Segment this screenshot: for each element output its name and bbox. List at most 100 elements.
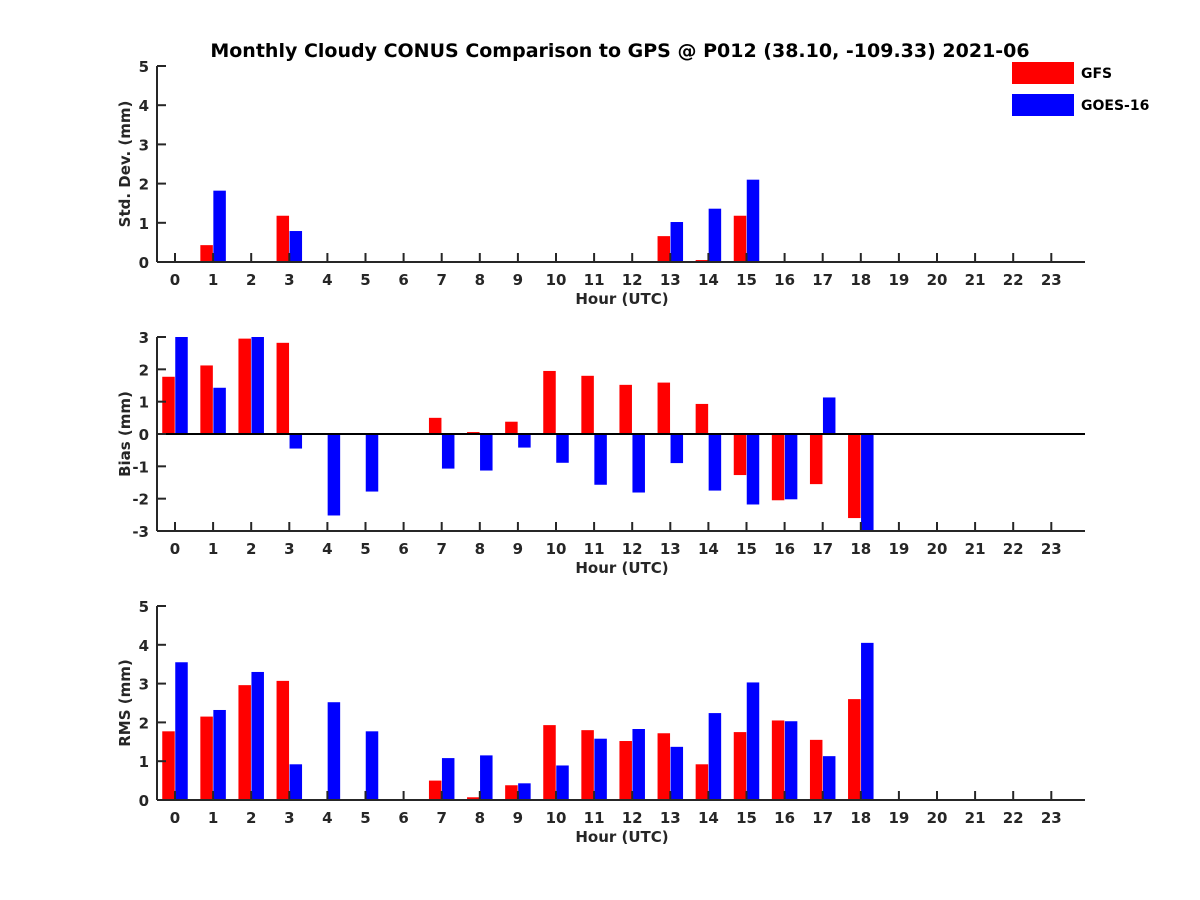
x-tick-label: 16 xyxy=(774,809,795,827)
x-tick-label: 22 xyxy=(1003,809,1024,827)
x-tick-label: 5 xyxy=(360,540,370,558)
bar-gfs-hour-2 xyxy=(238,685,251,800)
y-tick-label: 0 xyxy=(139,792,149,810)
bar-gfs-hour-11 xyxy=(581,730,594,800)
y-tick-label: -2 xyxy=(132,491,149,509)
x-tick-label: 14 xyxy=(698,809,719,827)
y-tick-label: 0 xyxy=(139,426,149,444)
x-tick-label: 15 xyxy=(736,540,757,558)
x-tick-label: 0 xyxy=(170,809,180,827)
bar-goes-16-hour-5 xyxy=(365,731,379,800)
bar-gfs-hour-0 xyxy=(162,376,175,434)
bar-gfs-hour-13 xyxy=(657,382,671,434)
x-tick-label: 2 xyxy=(246,271,256,289)
x-tick-label: 17 xyxy=(812,540,833,558)
x-tick-label: 14 xyxy=(698,271,719,289)
x-tick-label: 12 xyxy=(622,809,643,827)
bar-goes-16-hour-5 xyxy=(365,434,379,492)
bar-goes-16-hour-2 xyxy=(251,337,264,434)
x-tick-label: 21 xyxy=(965,809,986,827)
x-tick-label: 9 xyxy=(513,271,523,289)
y-tick-label: -3 xyxy=(132,523,149,541)
bar-gfs-hour-10 xyxy=(543,370,556,434)
x-tick-label: 4 xyxy=(322,271,332,289)
x-tick-label: 17 xyxy=(812,809,833,827)
x-tick-label: 3 xyxy=(284,540,294,558)
bar-goes-16-hour-17 xyxy=(822,756,836,800)
bar-gfs-hour-0 xyxy=(162,731,175,800)
x-tick-label: 23 xyxy=(1041,540,1062,558)
x-tick-label: 16 xyxy=(774,540,795,558)
x-tick-label: 1 xyxy=(208,540,218,558)
bar-gfs-hour-14 xyxy=(695,764,709,800)
bar-gfs-hour-1 xyxy=(200,365,213,434)
x-tick-label: 9 xyxy=(513,540,523,558)
bar-goes-16-hour-15 xyxy=(746,179,760,262)
x-tick-label: 5 xyxy=(360,809,370,827)
bar-goes-16-hour-18 xyxy=(861,434,874,531)
x-axis-label: Hour (UTC) xyxy=(575,290,668,308)
y-axis-label: Std. Dev. (mm) xyxy=(116,101,134,228)
bar-gfs-hour-12 xyxy=(619,384,632,434)
bar-goes-16-hour-10 xyxy=(556,765,569,800)
bar-gfs-hour-15 xyxy=(733,215,747,262)
x-tick-label: 1 xyxy=(208,809,218,827)
bar-gfs-hour-7 xyxy=(428,780,442,800)
x-tick-label: 8 xyxy=(475,271,485,289)
x-tick-label: 11 xyxy=(584,540,605,558)
x-tick-label: 7 xyxy=(436,271,446,289)
x-tick-label: 18 xyxy=(850,809,871,827)
bar-gfs-hour-14 xyxy=(695,403,709,434)
bar-goes-16-hour-4 xyxy=(327,434,341,516)
x-tick-label: 6 xyxy=(398,809,408,827)
x-tick-label: 21 xyxy=(965,540,986,558)
bar-gfs-hour-3 xyxy=(276,680,290,800)
y-tick-label: 4 xyxy=(139,637,149,655)
bar-gfs-hour-7 xyxy=(428,417,442,434)
bar-goes-16-hour-12 xyxy=(632,434,645,493)
bar-gfs-hour-9 xyxy=(505,421,518,434)
bar-gfs-hour-16 xyxy=(771,720,785,800)
bar-gfs-hour-2 xyxy=(238,338,251,434)
legend-label: GFS xyxy=(1081,66,1112,82)
bar-gfs-hour-1 xyxy=(200,716,213,800)
bar-goes-16-hour-8 xyxy=(480,755,493,800)
bar-goes-16-hour-7 xyxy=(441,758,455,800)
bar-goes-16-hour-14 xyxy=(708,434,722,491)
bar-gfs-hour-17 xyxy=(809,434,823,485)
x-axis-label: Hour (UTC) xyxy=(575,828,668,846)
bar-gfs-hour-13 xyxy=(657,236,671,262)
x-tick-label: 23 xyxy=(1041,809,1062,827)
x-tick-label: 10 xyxy=(546,809,567,827)
x-tick-label: 8 xyxy=(475,809,485,827)
bar-goes-16-hour-18 xyxy=(861,642,874,800)
x-tick-label: 21 xyxy=(965,271,986,289)
legend-swatch-goes-16 xyxy=(1012,94,1074,116)
x-tick-label: 5 xyxy=(360,271,370,289)
bar-gfs-hour-15 xyxy=(733,434,747,476)
x-tick-label: 2 xyxy=(246,540,256,558)
bar-goes-16-hour-3 xyxy=(289,231,303,262)
bar-gfs-hour-8 xyxy=(467,797,480,800)
y-tick-label: 5 xyxy=(139,58,149,76)
y-tick-label: 3 xyxy=(139,329,149,347)
bar-gfs-hour-17 xyxy=(809,739,823,800)
x-tick-label: 7 xyxy=(436,809,446,827)
x-tick-label: 0 xyxy=(170,271,180,289)
bar-goes-16-hour-13 xyxy=(670,222,684,262)
x-tick-label: 13 xyxy=(660,540,681,558)
legend: GFS GOES-16 xyxy=(1012,62,1149,116)
y-axis-label: Bias (mm) xyxy=(116,391,134,477)
x-tick-label: 19 xyxy=(888,271,909,289)
x-tick-label: 7 xyxy=(436,540,446,558)
y-tick-label: 2 xyxy=(139,361,149,379)
bar-gfs-hour-9 xyxy=(505,785,518,800)
y-tick-label: 1 xyxy=(139,394,149,412)
y-tick-label: -1 xyxy=(132,458,149,476)
bar-gfs-hour-15 xyxy=(733,732,747,800)
bar-goes-16-hour-9 xyxy=(518,434,531,448)
x-tick-label: 22 xyxy=(1003,540,1024,558)
